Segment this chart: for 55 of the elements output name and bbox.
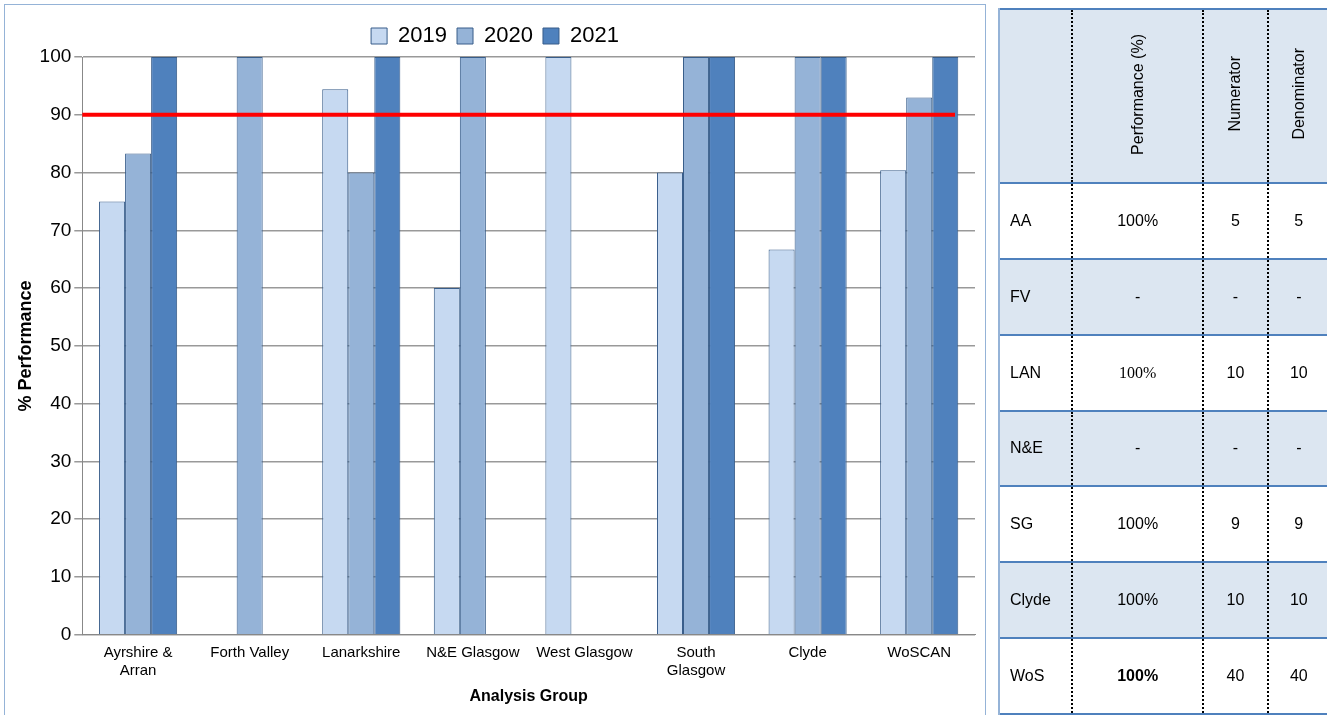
y-tick-label: 0 xyxy=(60,623,72,645)
text: - xyxy=(1232,439,1239,457)
legend-label: 2019 xyxy=(398,22,448,48)
legend-label: 2021 xyxy=(569,22,619,48)
text: - xyxy=(1134,287,1141,305)
y-tick-label: 10 xyxy=(50,565,72,587)
text: 5 xyxy=(1230,211,1240,229)
text: - xyxy=(1134,439,1141,457)
category-label: Denominator xyxy=(1289,48,1308,140)
category-label: SG xyxy=(1010,515,1034,533)
category-label: Clyde xyxy=(1010,591,1051,609)
legend-label: 2020 xyxy=(484,22,533,48)
text: 40 xyxy=(1289,667,1308,685)
y-tick-label: 40 xyxy=(50,391,72,413)
text: - xyxy=(1296,287,1302,305)
category-label: N&E xyxy=(1010,439,1043,457)
x-tick-label: Clyde xyxy=(788,642,827,660)
category-label: Performance (%) xyxy=(1128,33,1147,155)
y-tick-label: 60 xyxy=(50,276,72,298)
x-tick-label: N&E Glasgow xyxy=(426,642,520,660)
y-tick-label: 50 xyxy=(50,334,72,356)
category-label: LAN xyxy=(1010,363,1042,381)
y-tick-label: 30 xyxy=(50,449,72,471)
y-axis-title: % Performance xyxy=(14,280,35,412)
text: 10 xyxy=(1226,591,1245,609)
x-tick-label: Forth Valley xyxy=(210,642,290,660)
text: 100% xyxy=(1117,591,1159,609)
x-tick-label: WoSCAN xyxy=(887,642,952,660)
y-tick-label: 70 xyxy=(50,218,72,240)
text: - xyxy=(1232,287,1239,305)
y-tick-label: 80 xyxy=(50,160,72,182)
text: 40 xyxy=(1226,667,1245,685)
category-label: AA xyxy=(1010,211,1032,229)
y-tick-label: 20 xyxy=(50,507,72,529)
category-label: Numerator xyxy=(1226,56,1245,132)
text: 10 xyxy=(1289,591,1308,609)
text: 5 xyxy=(1294,211,1304,229)
x-tick-label: Lanarkshire xyxy=(322,642,401,660)
text: 100% xyxy=(1118,363,1157,381)
text: 100% xyxy=(1117,211,1159,229)
text: 10 xyxy=(1289,363,1308,381)
text: - xyxy=(1296,439,1302,457)
text: 9 xyxy=(1294,515,1304,533)
category-label: FV xyxy=(1010,287,1031,305)
text: 100% xyxy=(1117,515,1159,533)
text: 10 xyxy=(1226,363,1245,381)
x-tick-label: Ayrshire & Arran xyxy=(103,642,173,678)
y-tick-label: 100 xyxy=(39,45,72,67)
text: 9 xyxy=(1230,515,1240,533)
x-tick-label: West Glasgow xyxy=(536,642,633,660)
text: 100% xyxy=(1117,667,1159,685)
category-label: WoS xyxy=(1010,667,1045,685)
x-axis-title: Analysis Group xyxy=(469,686,588,704)
y-tick-label: 90 xyxy=(50,103,72,125)
x-tick-label: South Glasgow xyxy=(666,642,726,678)
